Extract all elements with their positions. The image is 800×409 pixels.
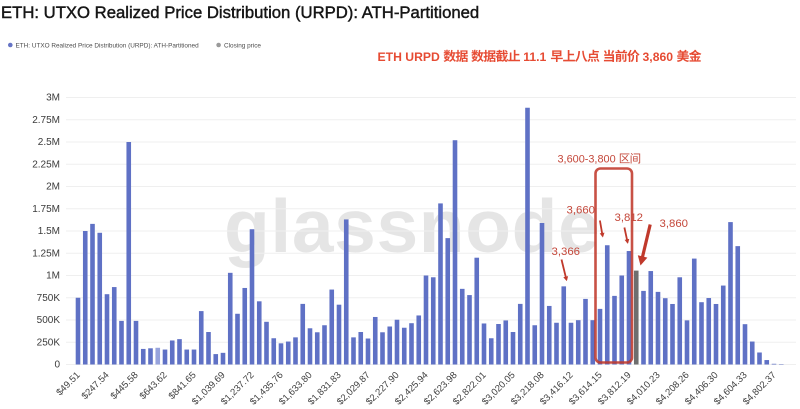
- svg-text:3,600-3,800: 3,600-3,800: [558, 154, 616, 166]
- svg-text:2M: 2M: [46, 182, 60, 193]
- svg-text:3,860: 3,860: [660, 218, 689, 230]
- svg-text:1M: 1M: [46, 271, 60, 282]
- svg-text:1.25M: 1.25M: [32, 248, 60, 259]
- svg-text:glassnode: glassnode: [224, 184, 600, 268]
- svg-text:2.75M: 2.75M: [32, 115, 60, 126]
- svg-text:11.1: 11.1: [520, 50, 550, 64]
- svg-text:3,812: 3,812: [615, 212, 644, 224]
- svg-text:250K: 250K: [37, 337, 61, 348]
- svg-text:ETH: UTXO Realized Price Distr: ETH: UTXO Realized Price Distribution (U…: [16, 42, 200, 49]
- svg-text:1.75M: 1.75M: [32, 204, 60, 215]
- svg-text:ETH URPD: ETH URPD: [378, 50, 444, 64]
- svg-text:3,860: 3,860: [639, 50, 676, 64]
- svg-text:3M: 3M: [46, 93, 60, 104]
- svg-text:ETH: UTXO Realized Price Distr: ETH: UTXO Realized Price Distribution (U…: [1, 3, 479, 22]
- svg-text:1.5M: 1.5M: [38, 226, 60, 237]
- svg-text:750K: 750K: [37, 293, 61, 304]
- svg-text:500K: 500K: [37, 315, 61, 326]
- svg-text:2.5M: 2.5M: [38, 137, 60, 148]
- svg-text:Closing price: Closing price: [224, 42, 261, 49]
- svg-text:0: 0: [54, 360, 60, 371]
- svg-text:3,660: 3,660: [567, 204, 596, 216]
- svg-text:3,366: 3,366: [552, 246, 581, 258]
- svg-text:2.25M: 2.25M: [32, 159, 60, 170]
